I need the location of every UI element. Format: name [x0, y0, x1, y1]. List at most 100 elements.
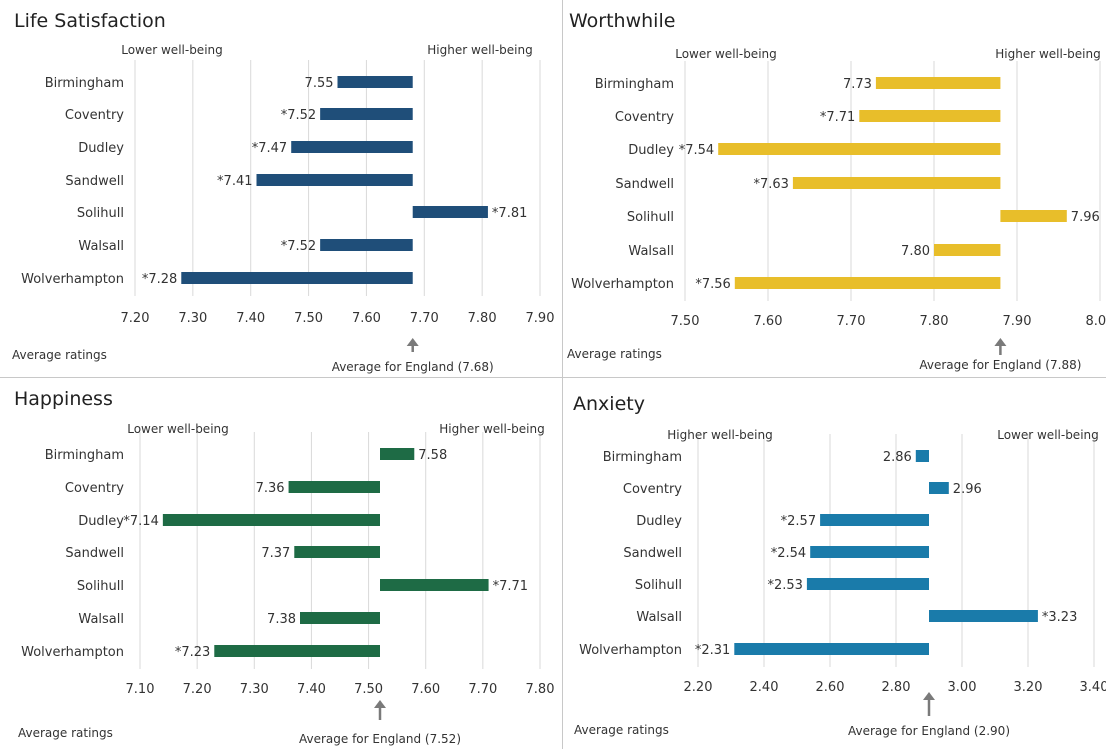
bar — [806, 578, 929, 590]
bar — [256, 174, 413, 186]
chart-title: Anxiety — [573, 393, 645, 415]
baseline-arrow-head — [994, 338, 1007, 346]
category-label: Dudley — [78, 141, 124, 156]
bar — [820, 514, 929, 526]
category-label: Coventry — [65, 481, 124, 496]
data-label: *7.54 — [679, 143, 714, 158]
x-tick-label: 2.40 — [750, 680, 779, 695]
category-label: Coventry — [65, 108, 124, 123]
x-tick-label: 2.60 — [816, 680, 845, 695]
axis-footer-label: Average ratings — [12, 348, 107, 362]
category-label: Birmingham — [595, 77, 674, 92]
category-label: Wolverhampton — [571, 277, 674, 292]
bar — [380, 579, 489, 591]
category-label: Solihull — [627, 210, 674, 225]
x-tick-label: 7.70 — [837, 314, 866, 329]
category-label: Wolverhampton — [21, 272, 124, 287]
baseline-label: Average for England (7.68) — [332, 360, 494, 374]
bar — [294, 546, 380, 558]
x-tick-label: 7.70 — [410, 311, 439, 326]
category-label: Dudley — [636, 514, 682, 529]
x-tick-label: 7.90 — [1003, 314, 1032, 329]
category-label: Birmingham — [45, 448, 124, 463]
bar — [718, 143, 1001, 155]
x-tick-label: 7.30 — [240, 682, 269, 697]
category-label: Dudley — [78, 514, 124, 529]
data-label: 2.86 — [883, 450, 912, 465]
data-label: 7.73 — [843, 77, 872, 92]
right-direction-label: Higher well-being — [427, 43, 532, 57]
category-label: Sandwell — [65, 546, 124, 561]
right-direction-label: Higher well-being — [439, 422, 544, 436]
data-label: *7.81 — [492, 206, 527, 221]
left-direction-label: Lower well-being — [675, 47, 777, 61]
chart-title: Happiness — [14, 388, 113, 410]
x-tick-label: 7.40 — [297, 682, 326, 697]
bar — [288, 481, 380, 493]
data-label: *2.54 — [771, 546, 806, 561]
data-label: 7.36 — [256, 481, 285, 496]
x-tick-label: 7.80 — [920, 314, 949, 329]
data-label: *7.52 — [281, 108, 316, 123]
x-tick-label: 7.50 — [354, 682, 383, 697]
data-label: 7.58 — [418, 448, 447, 463]
category-label: Solihull — [77, 579, 124, 594]
bar — [320, 239, 413, 251]
x-tick-label: 2.20 — [684, 680, 713, 695]
category-label: Walsall — [78, 612, 124, 627]
category-label: Birmingham — [45, 76, 124, 91]
x-tick-label: 7.10 — [126, 682, 155, 697]
baseline-arrow-head — [374, 700, 386, 708]
left-direction-label: Lower well-being — [121, 43, 223, 57]
x-tick-label: 2.80 — [882, 680, 911, 695]
category-label: Solihull — [77, 206, 124, 221]
data-label: *7.71 — [820, 110, 855, 125]
x-tick-label: 7.30 — [178, 311, 207, 326]
right-direction-label: Lower well-being — [997, 428, 1099, 442]
axis-footer-label: Average ratings — [574, 723, 669, 737]
left-direction-label: Higher well-being — [667, 428, 772, 442]
x-tick-label: 7.50 — [294, 311, 323, 326]
category-label: Sandwell — [65, 174, 124, 189]
bar — [734, 643, 929, 655]
horizontal-divider — [0, 377, 1106, 378]
bar — [929, 482, 949, 494]
x-tick-label: 7.60 — [352, 311, 381, 326]
data-label: *7.63 — [753, 177, 788, 192]
category-label: Solihull — [635, 578, 682, 593]
data-label: *7.56 — [695, 277, 730, 292]
bar — [181, 272, 413, 284]
data-label: 7.55 — [305, 76, 334, 91]
bar — [929, 610, 1038, 622]
data-label: 7.38 — [267, 612, 296, 627]
x-tick-label: 3.00 — [948, 680, 977, 695]
bar — [810, 546, 929, 558]
x-tick-label: 8.00 — [1086, 314, 1106, 329]
x-tick-label: 3.40 — [1080, 680, 1106, 695]
baseline-label: Average for England (2.90) — [848, 724, 1010, 738]
data-label: *2.31 — [695, 643, 730, 658]
x-tick-label: 7.50 — [671, 314, 700, 329]
axis-footer-label: Average ratings — [567, 347, 662, 361]
bar — [734, 277, 1001, 289]
category-label: Dudley — [628, 143, 674, 158]
category-label: Walsall — [78, 239, 124, 254]
data-label: *7.41 — [217, 174, 252, 189]
data-label: *7.71 — [493, 579, 528, 594]
x-tick-label: 7.20 — [121, 311, 150, 326]
bar — [337, 76, 413, 88]
baseline-label: Average for England (7.52) — [299, 732, 461, 746]
x-tick-label: 7.20 — [183, 682, 212, 697]
bar — [875, 77, 1001, 89]
baseline-arrow-head — [923, 692, 935, 700]
category-label: Birmingham — [603, 450, 682, 465]
axis-footer-label: Average ratings — [18, 726, 113, 740]
bar — [859, 110, 1001, 122]
baseline-label: Average for England (7.88) — [919, 358, 1081, 372]
chart-title: Worthwhile — [569, 10, 675, 32]
x-tick-label: 3.20 — [1014, 680, 1043, 695]
bar — [320, 108, 413, 120]
data-label: 7.80 — [901, 244, 930, 259]
data-label: 7.37 — [261, 546, 290, 561]
